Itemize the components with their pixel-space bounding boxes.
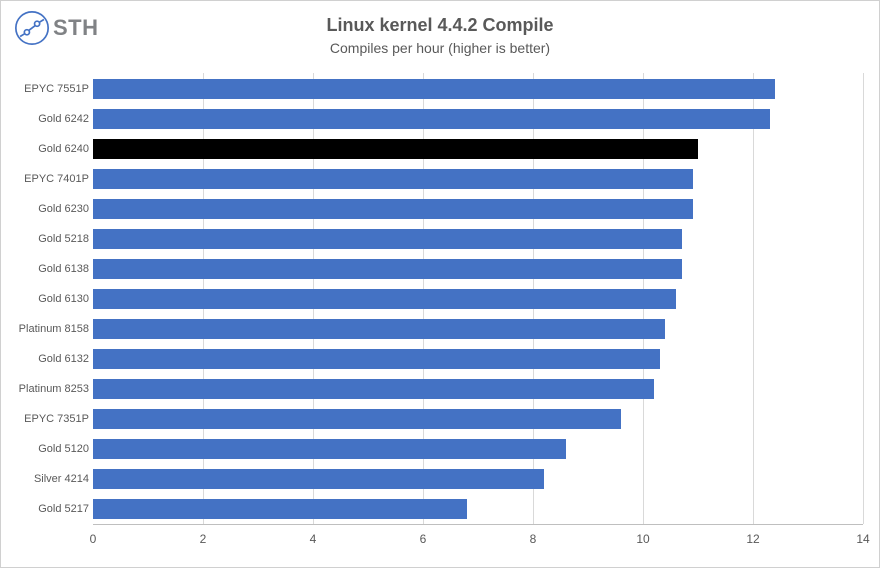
bar-row [93,469,544,489]
bar [93,289,676,309]
x-tick-label: 2 [200,532,207,546]
bar-row [93,109,770,129]
bar [93,79,775,99]
y-axis-label: Gold 5218 [13,233,89,245]
bar [93,409,621,429]
x-tick-label: 6 [420,532,427,546]
bar [93,199,693,219]
y-axis-label: EPYC 7351P [13,413,89,425]
y-axis-label: EPYC 7401P [13,173,89,185]
bar [93,169,693,189]
bar-row [93,439,566,459]
bar-highlight [93,139,698,159]
bar [93,319,665,339]
bar-row [93,79,775,99]
y-axis-label: Platinum 8253 [13,383,89,395]
y-axis-label: Gold 6132 [13,353,89,365]
x-tick-label: 14 [856,532,869,546]
bar [93,109,770,129]
y-axis-label: Platinum 8158 [13,323,89,335]
bar [93,349,660,369]
y-axis-label: Gold 6130 [13,293,89,305]
x-tick-label: 10 [636,532,649,546]
y-axis-label: EPYC 7551P [13,83,89,95]
y-axis-label: Gold 6230 [13,203,89,215]
bar-chart: 02468101214 EPYC 7551PGold 6242Gold 6240… [13,73,868,553]
bar [93,439,566,459]
bar [93,469,544,489]
gridline [863,73,864,524]
bar-row [93,199,693,219]
bar-row [93,169,693,189]
chart-titles: Linux kernel 4.4.2 Compile Compiles per … [1,15,879,56]
bar [93,499,467,519]
y-axis-label: Gold 6242 [13,113,89,125]
y-axis-label: Gold 6240 [13,143,89,155]
chart-subtitle: Compiles per hour (higher is better) [1,40,879,56]
x-tick-label: 12 [746,532,759,546]
y-axis-label: Gold 6138 [13,263,89,275]
chart-title: Linux kernel 4.4.2 Compile [1,15,879,36]
bar-row [93,319,665,339]
plot-area: 02468101214 [93,73,863,525]
bar-row [93,409,621,429]
y-axis-label: Gold 5217 [13,503,89,515]
x-tick-label: 8 [530,532,537,546]
bar [93,379,654,399]
gridline [753,73,754,524]
bar [93,229,682,249]
x-tick-label: 0 [90,532,97,546]
bar-row [93,259,682,279]
bar-row [93,139,698,159]
bar-row [93,379,654,399]
y-axis-label: Silver 4214 [13,473,89,485]
bar [93,259,682,279]
x-tick-label: 4 [310,532,317,546]
y-axis-label: Gold 5120 [13,443,89,455]
bar-row [93,499,467,519]
bar-row [93,289,676,309]
bar-row [93,229,682,249]
bar-row [93,349,660,369]
